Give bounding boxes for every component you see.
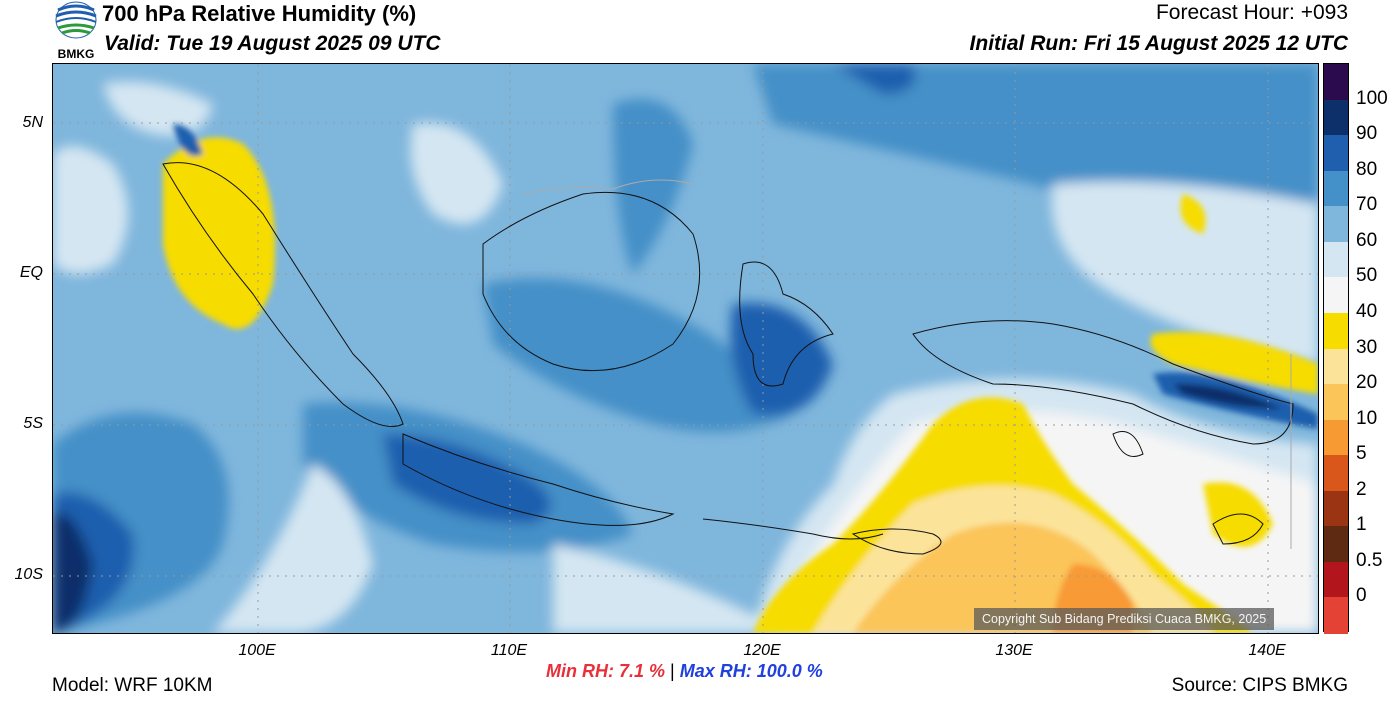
colorbar-cell — [1324, 206, 1348, 243]
colorbar-cell — [1324, 170, 1348, 207]
colorbar-label: 0.5 — [1356, 549, 1383, 571]
colorbar-label: 100 — [1356, 87, 1388, 109]
colorbar-label: 30 — [1356, 336, 1378, 358]
colorbar-label: 70 — [1356, 194, 1378, 216]
colorbar-cell — [1324, 99, 1348, 136]
bmkg-logo: BMKG — [50, 0, 102, 62]
colorbar-cell — [1324, 384, 1348, 421]
colorbar-label: 20 — [1356, 372, 1378, 394]
colorbar-label: 2 — [1356, 478, 1367, 500]
colorbar-cell — [1324, 312, 1348, 349]
source-info: Source: CIPS BMKG — [1171, 675, 1348, 696]
colorbar-cell — [1324, 277, 1348, 314]
colorbar-label: 60 — [1356, 229, 1378, 251]
min-rh: Min RH: 7.1 % — [546, 661, 666, 681]
map-canvas — [53, 64, 1318, 633]
colorbar-label: 5 — [1356, 443, 1367, 465]
lat-label-5n: 5N — [22, 114, 43, 131]
lon-label-110e: 110E — [490, 642, 528, 659]
colorbar-cell — [1324, 490, 1348, 527]
colorbar-label: 40 — [1356, 300, 1378, 322]
colorbar-cell — [1324, 597, 1348, 634]
copyright-notice: Copyright Sub Bidang Prediksi Cuaca BMKG… — [974, 608, 1275, 630]
valid-time: Valid: Tue 19 August 2025 09 UTC — [104, 32, 441, 55]
lat-label-5s: 5S — [23, 415, 43, 432]
colorbar-cell — [1324, 135, 1348, 172]
forecast-hour: Forecast Hour: +093 — [1155, 1, 1348, 24]
lat-label-10s: 10S — [14, 566, 43, 583]
stats-separator: | — [670, 661, 675, 681]
max-rh: Max RH: 100.0 % — [679, 661, 823, 681]
initial-run: Initial Run: Fri 15 August 2025 12 UTC — [969, 32, 1348, 55]
colorbar-label: 10 — [1356, 407, 1378, 429]
model-info: Model: WRF 10KM — [52, 675, 213, 696]
colorbar-cell — [1324, 526, 1348, 563]
humidity-map — [52, 63, 1319, 634]
lon-label-140e: 140E — [1248, 642, 1286, 659]
lat-label-eq: EQ — [19, 264, 43, 281]
humidity-colorbar — [1323, 63, 1349, 634]
colorbar-cell — [1324, 455, 1348, 492]
rh-stats: Min RH: 7.1 % | Max RH: 100.0 % — [546, 661, 823, 682]
lon-label-130e: 130E — [995, 642, 1033, 659]
logo-text: BMKG — [58, 47, 95, 61]
colorbar-cell — [1324, 419, 1348, 456]
colorbar-label: 50 — [1356, 265, 1378, 287]
colorbar-cell — [1324, 348, 1348, 385]
map-title: 700 hPa Relative Humidity (%) — [102, 1, 417, 26]
colorbar-label: 90 — [1356, 123, 1378, 145]
colorbar-label: 0 — [1356, 585, 1367, 607]
lon-label-120e: 120E — [743, 642, 781, 659]
colorbar-label: 80 — [1356, 158, 1378, 180]
colorbar-cell — [1324, 64, 1348, 101]
colorbar-cell — [1324, 561, 1348, 598]
colorbar-label: 1 — [1356, 514, 1367, 536]
lon-label-100e: 100E — [238, 642, 276, 659]
colorbar-cell — [1324, 241, 1348, 278]
